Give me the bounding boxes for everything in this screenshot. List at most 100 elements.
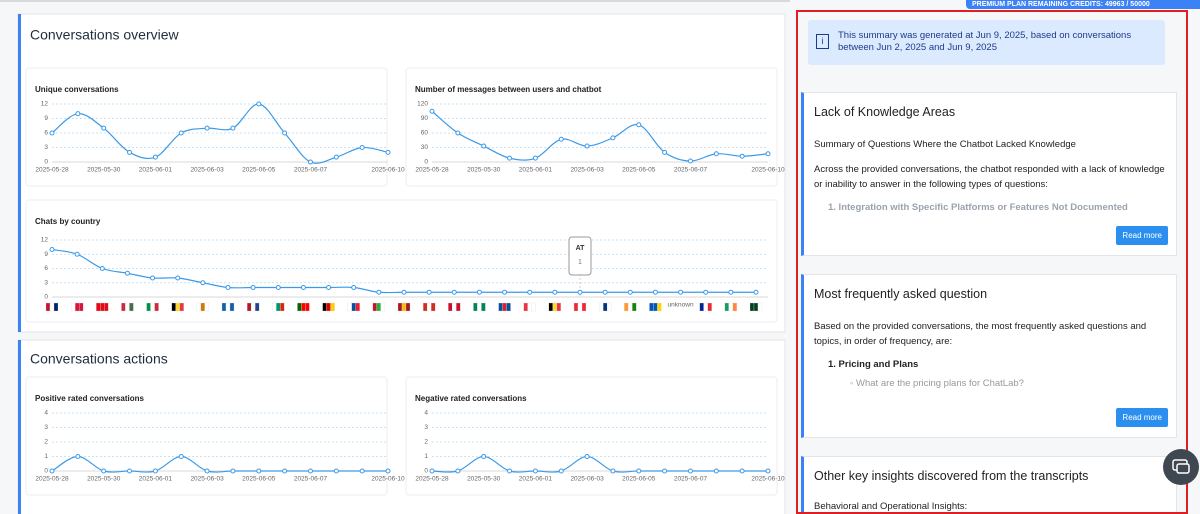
chat-button[interactable] (1163, 449, 1199, 485)
point (610, 135, 616, 141)
flag (297, 302, 302, 312)
point (333, 154, 339, 160)
x-tick-label: 2025-06-07 (674, 476, 708, 483)
y-tick-label: 0 (424, 468, 428, 475)
y-tick-label: 120 (417, 101, 428, 108)
flag (498, 302, 503, 312)
point (351, 285, 357, 290)
point (481, 143, 487, 149)
flag (53, 302, 59, 312)
x-tick-label: 2025-05-30 (87, 167, 121, 174)
chart-title: Unique conversations (35, 85, 119, 94)
point (385, 468, 391, 474)
flag (254, 302, 260, 312)
x-tick-label: 2025-06-10 (371, 167, 405, 174)
point (124, 270, 130, 276)
x-tick-label: 2025-05-28 (35, 476, 69, 483)
flag (502, 302, 507, 312)
flag (649, 302, 654, 312)
chart-title: Positive rated conversations (35, 394, 144, 403)
point (49, 130, 55, 136)
x-tick-label: 2025-05-28 (415, 167, 449, 174)
y-tick-label: 9 (44, 115, 48, 122)
point (765, 468, 771, 474)
insight-card: Most frequently asked question Based on … (801, 274, 1177, 438)
flag (104, 302, 109, 312)
y-tick-label: 0 (44, 468, 48, 475)
point (150, 275, 156, 281)
card-list-item: 1. Pricing and Plans (828, 359, 919, 370)
point (602, 289, 608, 295)
point (152, 468, 158, 474)
point (703, 289, 709, 295)
flag (749, 302, 755, 312)
flag (653, 302, 658, 312)
flag (305, 302, 310, 312)
x-tick-label: 2025-05-28 (35, 167, 69, 174)
flag (171, 302, 176, 312)
point (584, 454, 590, 459)
flag (506, 302, 511, 312)
flag (154, 302, 159, 312)
flag (175, 302, 180, 312)
flag (606, 302, 612, 312)
point (662, 149, 668, 155)
point (49, 468, 55, 474)
point (532, 468, 538, 474)
flag (322, 302, 327, 312)
flag (70, 302, 76, 312)
card-sub-text: What are the pricing plans for ChatLab? (856, 378, 1024, 389)
point (507, 468, 513, 474)
point (687, 158, 693, 164)
flag (100, 302, 105, 312)
flag (179, 302, 184, 312)
point (636, 122, 642, 128)
panel-accent (18, 14, 21, 332)
flag (196, 302, 202, 312)
y-tick-label: 9 (44, 251, 48, 258)
flag (699, 302, 704, 312)
point (678, 289, 684, 295)
chat-icon (1172, 459, 1190, 474)
y-tick-label: 90 (421, 115, 429, 122)
tooltip (568, 236, 592, 276)
info-icon: i (816, 34, 829, 49)
section-title: Conversations actions (30, 351, 168, 367)
flag (96, 302, 101, 312)
x-tick-label: 2025-06-01 (139, 167, 173, 174)
point (127, 149, 133, 155)
point (558, 136, 564, 142)
tooltip-value: 1 (578, 259, 582, 266)
point (152, 154, 158, 160)
flag (200, 302, 206, 312)
notice-text: This summary was generated at Jun 9, 202… (838, 30, 1132, 53)
card-text: Summary of Questions Where the Chatbot L… (814, 139, 1076, 150)
point (178, 130, 184, 136)
y-tick-label: 60 (421, 130, 429, 137)
chart-card (405, 376, 778, 496)
point (552, 289, 558, 295)
read-more[interactable]: Read more (1116, 226, 1168, 245)
point (728, 289, 734, 295)
point (636, 468, 642, 474)
notice: i This summary was generated at Jun 9, 20… (808, 20, 1165, 65)
flag (548, 302, 554, 312)
flag (146, 302, 151, 312)
flag (280, 302, 285, 312)
flag (372, 302, 378, 312)
flag (376, 302, 382, 312)
x-tick-label: 2025-06-01 (519, 476, 553, 483)
point (739, 153, 745, 159)
x-tick-label: 2025-06-07 (294, 167, 328, 174)
flag (452, 302, 457, 312)
x-tick-label: 2025-06-01 (139, 476, 173, 483)
tooltip-label: AT (576, 245, 586, 252)
flag (707, 302, 712, 312)
read-more[interactable]: Read more (1116, 408, 1168, 427)
point (282, 130, 288, 136)
point (429, 108, 435, 114)
point (401, 289, 407, 295)
flag (430, 302, 436, 312)
y-tick-label: 2 (44, 439, 48, 446)
flag (380, 302, 386, 312)
